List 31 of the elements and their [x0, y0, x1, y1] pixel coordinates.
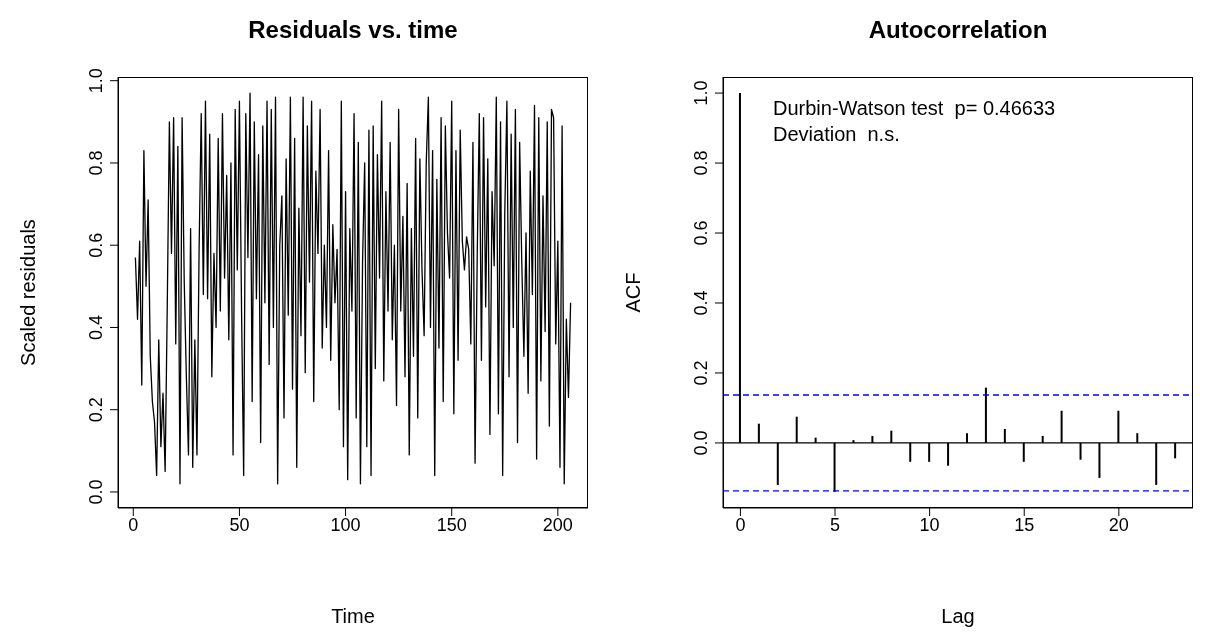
y-tick-label: 0.2	[691, 360, 711, 386]
y-tick-label: 1.0	[691, 80, 711, 106]
x-tick-label: 100	[330, 514, 361, 535]
y-tick-label: 0.8	[86, 150, 106, 176]
x-axis-title: Lag	[941, 605, 975, 627]
annotation: Deviation n.s.	[773, 122, 901, 147]
chart-title: Residuals vs. time	[247, 16, 459, 44]
y-tick-label: 1.0	[86, 68, 106, 94]
x-tick-label: 150	[436, 514, 467, 535]
chart-title: Autocorrelation	[867, 16, 1049, 44]
y-tick-label: 0.2	[86, 397, 106, 423]
line-series	[134, 92, 572, 485]
x-tick-label: 0	[735, 514, 746, 535]
y-tick-label: 0.4	[86, 314, 106, 340]
y-tick-label: 0.0	[691, 430, 711, 456]
x-tick-label: 0	[128, 514, 139, 535]
x-tick-label: 5	[830, 514, 841, 535]
y-tick-label: 0.8	[691, 150, 711, 176]
x-tick-label: 10	[919, 514, 940, 535]
y-tick-label: 0.4	[691, 290, 711, 316]
y-tick-label: 0.6	[691, 220, 711, 246]
x-tick-label: 15	[1014, 514, 1035, 535]
y-tick-label: 0.0	[86, 479, 106, 505]
x-tick-label: 20	[1108, 514, 1129, 535]
y-tick-label: 0.6	[86, 232, 106, 258]
x-tick-label: 200	[542, 514, 573, 535]
x-tick-label: 50	[229, 514, 250, 535]
x-axis-title: Time	[331, 605, 375, 627]
annotation: Durbin-Watson test p= 0.46633	[773, 96, 1056, 121]
y-axis-title: Scaled residuals	[17, 219, 40, 366]
y-axis-title: ACF	[622, 272, 645, 313]
